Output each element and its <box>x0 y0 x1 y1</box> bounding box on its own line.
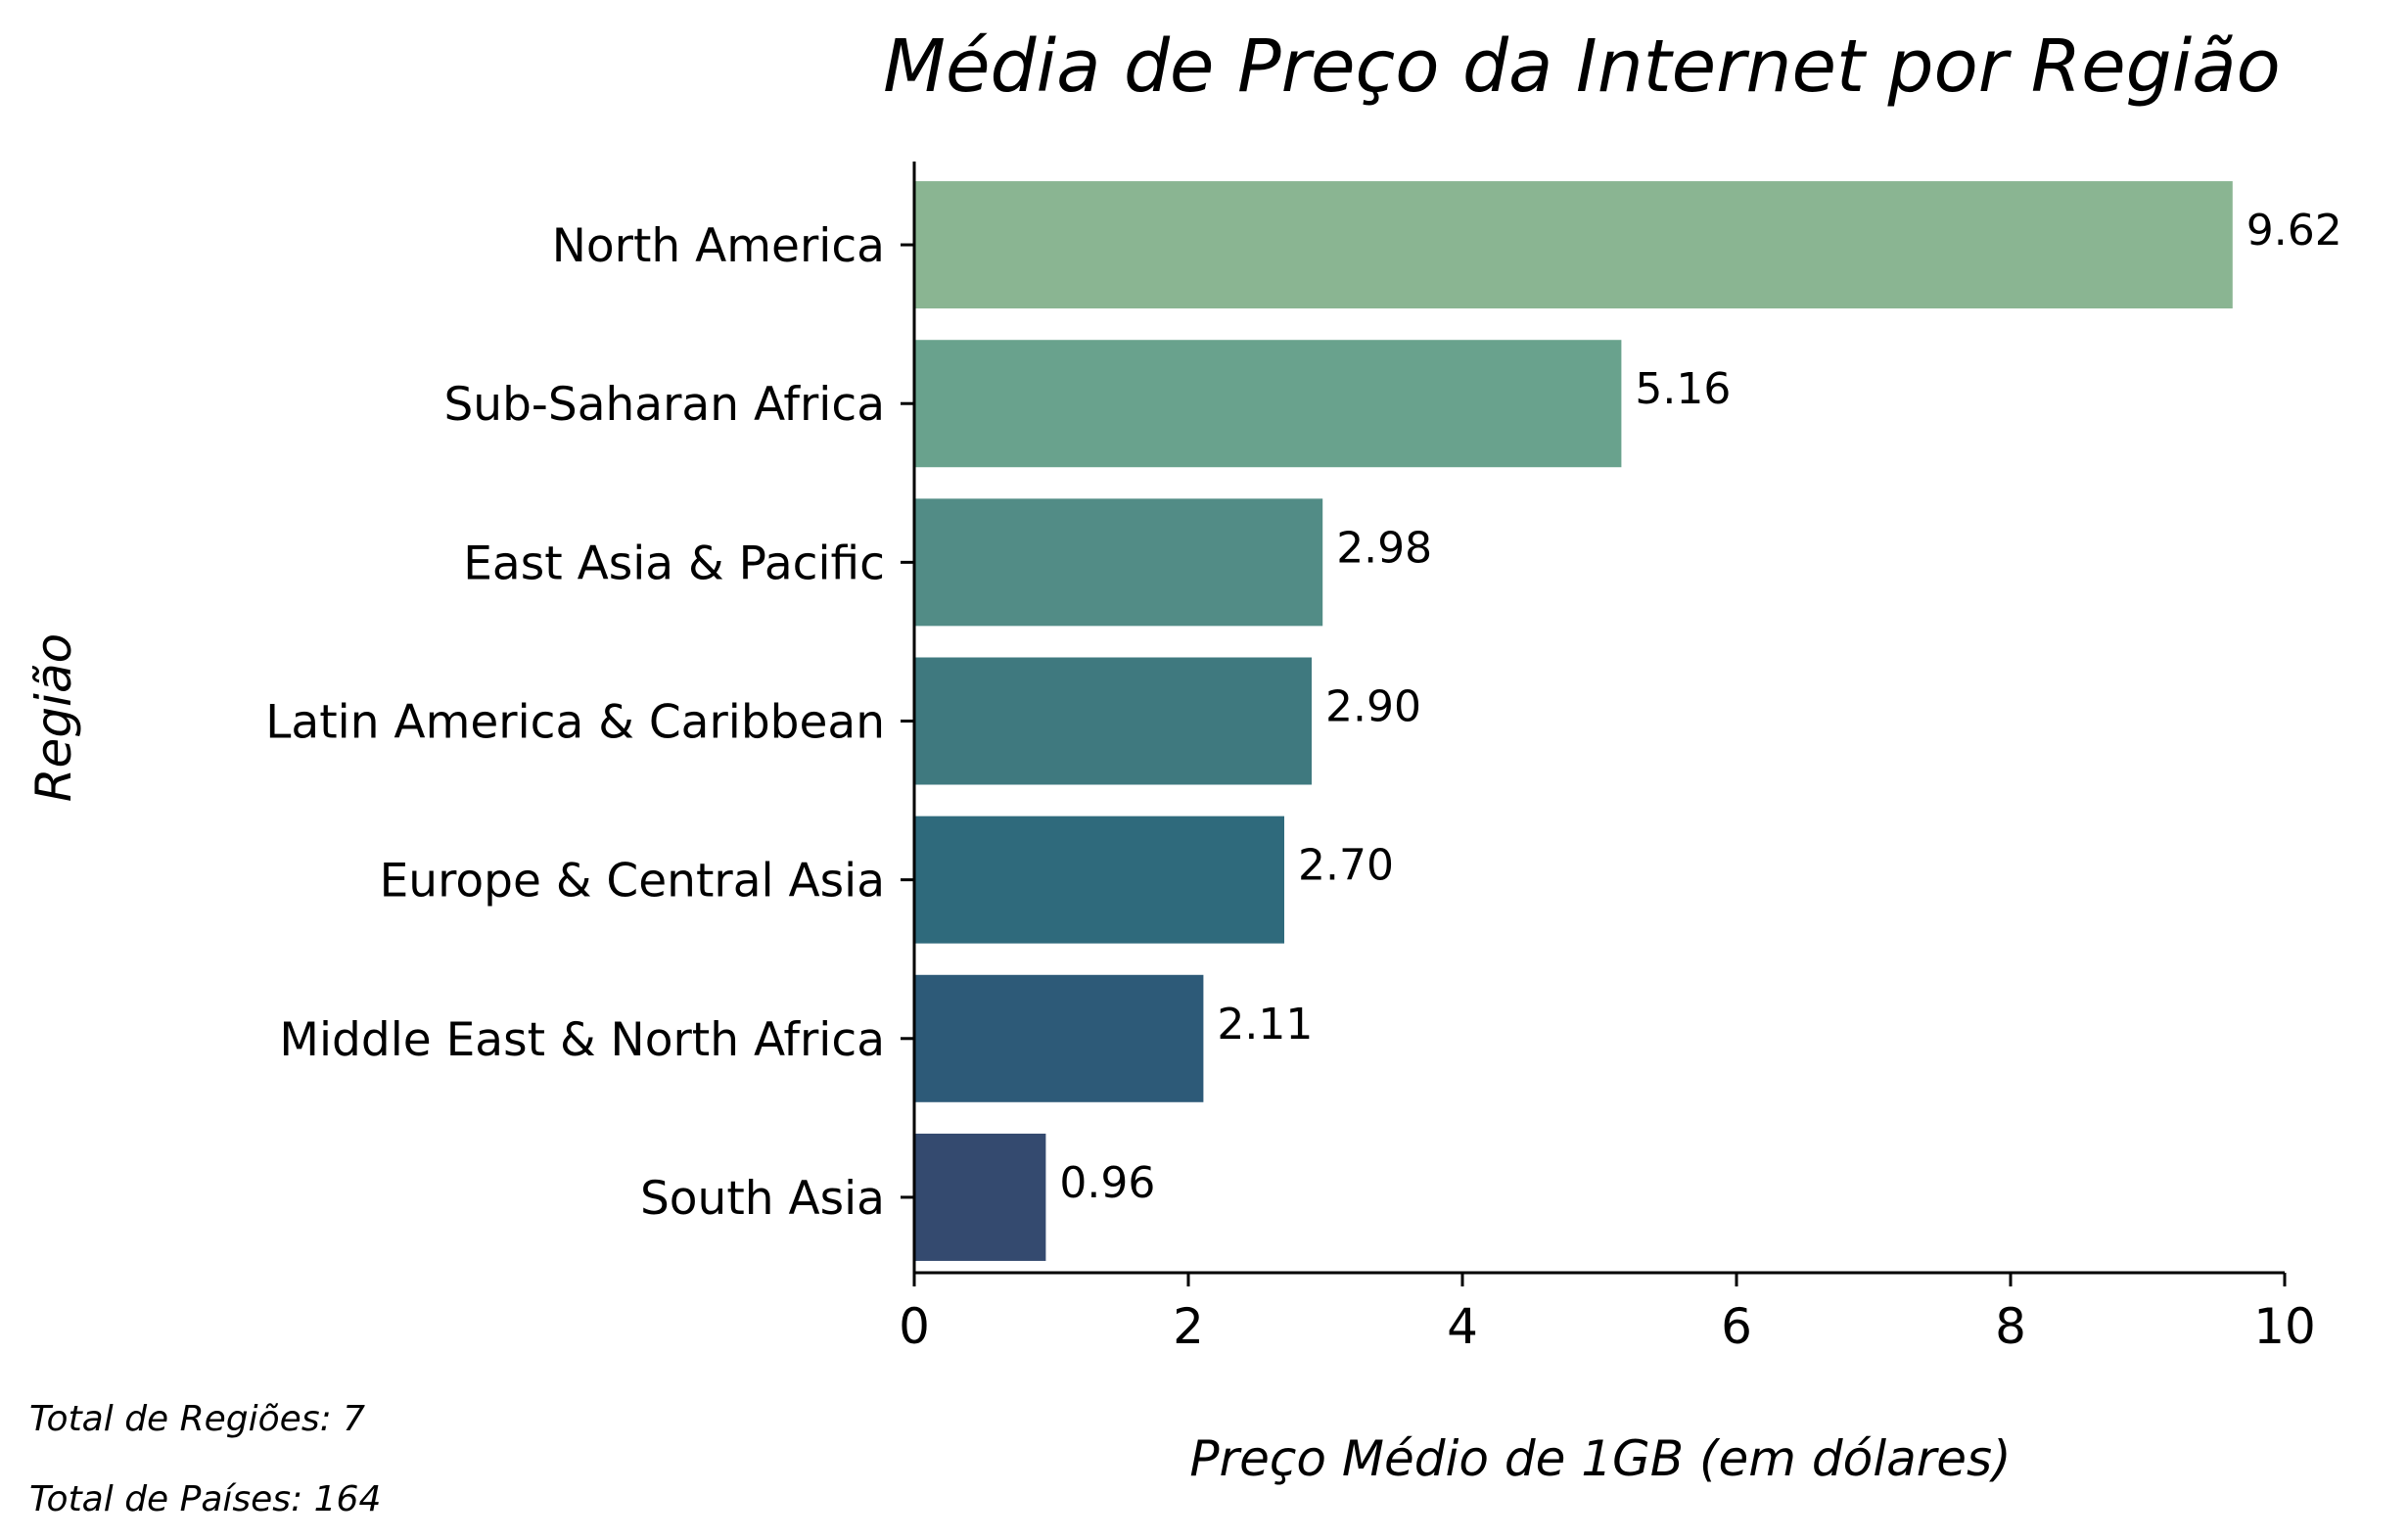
category-label: Europe & Central Asia <box>380 855 885 909</box>
bar <box>914 657 1312 785</box>
category-label: Latin America & Caribbean <box>265 696 885 750</box>
bar <box>914 181 2233 309</box>
category-label: South Asia <box>640 1172 885 1226</box>
y-axis-title: Região <box>25 633 82 802</box>
category-label: East Asia & Pacific <box>463 537 885 590</box>
category-label: North America <box>552 219 885 273</box>
footnote-total-regions: Total de Regiões: 7 <box>29 1399 365 1439</box>
value-label: 5.16 <box>1635 364 1731 414</box>
value-label: 9.62 <box>2246 206 2342 256</box>
value-label: 0.96 <box>1059 1158 1155 1208</box>
value-labels: 9.62 5.16 2.98 2.90 2.70 2.11 0.96 <box>1059 206 2341 1208</box>
footnote-total-countries: Total de Países: 164 <box>29 1479 381 1519</box>
x-axis-title: Preço Médio de 1GB (em dólares) <box>1189 1430 2011 1487</box>
value-label: 2.98 <box>1336 523 1432 573</box>
x-tick-label: 8 <box>1995 1298 2026 1355</box>
x-tick-label: 4 <box>1447 1298 1478 1355</box>
x-tick-label: 6 <box>1721 1298 1752 1355</box>
value-label: 2.70 <box>1298 841 1394 891</box>
bar <box>914 1133 1046 1261</box>
x-tick-label: 10 <box>2253 1298 2316 1355</box>
bar <box>914 816 1284 944</box>
category-labels: North America Sub-Saharan Africa East Asia… <box>265 219 914 1226</box>
bars-layer <box>914 181 2233 1261</box>
x-axis-ticks: 0 2 4 6 8 10 <box>899 1273 2316 1355</box>
bar <box>914 340 1622 468</box>
bar <box>914 498 1323 627</box>
x-tick-label: 0 <box>899 1298 930 1355</box>
bar <box>914 974 1204 1102</box>
x-tick-label: 2 <box>1173 1298 1204 1355</box>
category-label: Sub-Saharan Africa <box>443 378 885 432</box>
category-label: Middle East & North Africa <box>279 1013 885 1067</box>
value-label: 2.11 <box>1217 1000 1313 1050</box>
value-label: 2.90 <box>1325 682 1421 732</box>
chart-title: Média de Preço da Internet por Região <box>883 24 2281 109</box>
